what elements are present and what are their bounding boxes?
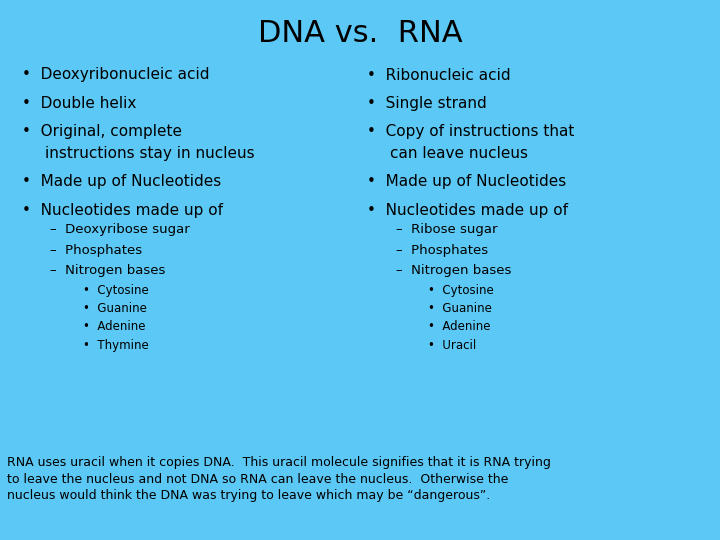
Text: •  Ribonucleic acid: • Ribonucleic acid bbox=[367, 68, 510, 83]
Text: RNA uses uracil when it copies DNA.  This uracil molecule signifies that it is R: RNA uses uracil when it copies DNA. This… bbox=[7, 456, 551, 502]
Text: •  Adenine: • Adenine bbox=[428, 320, 491, 333]
Text: –  Nitrogen bases: – Nitrogen bases bbox=[50, 264, 166, 277]
Text: –  Deoxyribose sugar: – Deoxyribose sugar bbox=[50, 223, 190, 236]
Text: –  Nitrogen bases: – Nitrogen bases bbox=[396, 264, 511, 277]
Text: •  Guanine: • Guanine bbox=[83, 302, 147, 315]
Text: –  Phosphates: – Phosphates bbox=[396, 244, 488, 256]
Text: •  Guanine: • Guanine bbox=[428, 302, 492, 315]
Text: •  Cytosine: • Cytosine bbox=[428, 284, 494, 296]
Text: •  Nucleotides made up of: • Nucleotides made up of bbox=[367, 202, 568, 218]
Text: DNA vs.  RNA: DNA vs. RNA bbox=[258, 19, 462, 48]
Text: •  Original, complete: • Original, complete bbox=[22, 124, 181, 139]
Text: •  Nucleotides made up of: • Nucleotides made up of bbox=[22, 202, 222, 218]
Text: •  Single strand: • Single strand bbox=[367, 96, 487, 111]
Text: •  Made up of Nucleotides: • Made up of Nucleotides bbox=[367, 174, 567, 190]
Text: •  Cytosine: • Cytosine bbox=[83, 284, 148, 296]
Text: •  Copy of instructions that: • Copy of instructions that bbox=[367, 124, 575, 139]
Text: •  Adenine: • Adenine bbox=[83, 320, 145, 333]
Text: can leave nucleus: can leave nucleus bbox=[390, 146, 528, 161]
Text: •  Deoxyribonucleic acid: • Deoxyribonucleic acid bbox=[22, 68, 209, 83]
Text: •  Thymine: • Thymine bbox=[83, 339, 148, 352]
Text: •  Double helix: • Double helix bbox=[22, 96, 136, 111]
Text: •  Uracil: • Uracil bbox=[428, 339, 477, 352]
Text: •  Made up of Nucleotides: • Made up of Nucleotides bbox=[22, 174, 221, 190]
Text: –  Ribose sugar: – Ribose sugar bbox=[396, 223, 498, 236]
Text: instructions stay in nucleus: instructions stay in nucleus bbox=[45, 146, 254, 161]
Text: –  Phosphates: – Phosphates bbox=[50, 244, 143, 256]
